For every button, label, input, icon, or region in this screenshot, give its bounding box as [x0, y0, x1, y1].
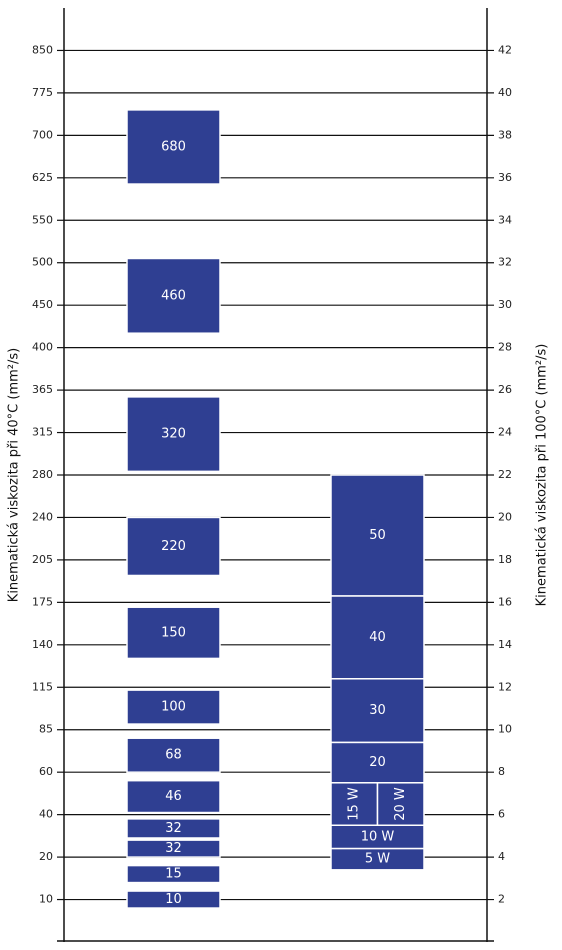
right-axis-title: Kinematická viskozita při 100°C (mm²/s)	[535, 344, 550, 607]
box-label: 68	[165, 748, 182, 763]
y2-tick-label: 14	[498, 638, 512, 651]
box-label: 46	[165, 789, 182, 804]
y2-tick-label: 2	[498, 893, 505, 906]
y-tick-label: 500	[32, 256, 53, 269]
y2-tick-label: 10	[498, 723, 512, 736]
y2-tick-label: 42	[498, 43, 512, 56]
y-tick-label: 40	[39, 808, 53, 821]
box-label: 15	[165, 867, 182, 882]
y-tick-label: 850	[32, 43, 53, 56]
box-label: 32	[165, 821, 182, 836]
y2-tick-label: 20	[498, 510, 512, 523]
y2-tick-label: 16	[498, 595, 512, 608]
box-label: 20	[369, 755, 386, 770]
y-tick-label: 240	[32, 510, 53, 523]
viscosity-box	[126, 864, 221, 884]
y-tick-label: 280	[32, 468, 53, 481]
viscosity-box	[126, 737, 221, 773]
viscosity-box	[330, 847, 425, 871]
y-tick-label: 315	[32, 426, 53, 439]
y-tick-label: 365	[32, 383, 53, 396]
viscosity-box	[126, 818, 221, 839]
box-label: 20 W	[393, 787, 408, 821]
box-label: 15 W	[347, 787, 362, 821]
box-label: 30	[369, 703, 386, 718]
y2-tick-label: 34	[498, 213, 512, 226]
viscosity-box	[126, 396, 221, 473]
viscosity-box	[126, 890, 221, 909]
y2-tick-label: 22	[498, 468, 512, 481]
box-label: 460	[161, 288, 186, 303]
y2-tick-label: 36	[498, 171, 512, 184]
y-tick-label: 205	[32, 553, 53, 566]
y-tick-label: 60	[39, 765, 53, 778]
box-label: 680	[161, 139, 186, 154]
box-label: 50	[369, 528, 386, 543]
y-tick-label: 140	[32, 638, 53, 651]
box-label: 150	[161, 625, 186, 640]
y2-tick-label: 18	[498, 553, 512, 566]
box-label: 10 W	[361, 829, 395, 844]
viscosity-box	[376, 782, 425, 827]
y2-tick-label: 6	[498, 808, 505, 821]
y-tick-label: 175	[32, 595, 53, 608]
y-tick-label: 10	[39, 893, 53, 906]
y2-tick-label: 4	[498, 850, 505, 863]
viscosity-box	[330, 782, 379, 827]
viscosity-box	[126, 257, 221, 334]
y2-tick-label: 28	[498, 341, 512, 354]
y2-tick-label: 38	[498, 128, 512, 141]
viscosity-box	[126, 689, 221, 725]
viscosity-box	[126, 109, 221, 185]
box-label: 10	[165, 892, 182, 907]
box-label: 100	[161, 700, 186, 715]
viscosity-box	[330, 595, 425, 680]
box-label: 320	[161, 427, 186, 442]
box-label: 40	[369, 630, 386, 645]
y2-tick-label: 8	[498, 765, 505, 778]
y-tick-label: 450	[32, 298, 53, 311]
y-tick-label: 775	[32, 86, 53, 99]
y-tick-label: 115	[32, 680, 53, 693]
viscosity-box	[126, 606, 221, 660]
viscosity-box	[126, 779, 221, 814]
y2-tick-label: 40	[498, 86, 512, 99]
y2-tick-label: 26	[498, 383, 512, 396]
y2-tick-label: 32	[498, 256, 512, 269]
viscosity-box	[126, 516, 221, 577]
y-tick-label: 700	[32, 128, 53, 141]
viscosity-box	[126, 839, 221, 858]
box-label: 32	[165, 841, 182, 856]
viscosity-box	[330, 474, 425, 597]
y-tick-label: 550	[32, 213, 53, 226]
box-label: 220	[161, 539, 186, 554]
box-label: 5 W	[365, 852, 390, 867]
y-tick-label: 20	[39, 850, 53, 863]
y-tick-label: 85	[39, 723, 53, 736]
y-tick-label: 625	[32, 171, 53, 184]
left-axis-title: Kinematická viskozita při 40°C (mm²/s)	[7, 348, 22, 602]
y-tick-label: 400	[32, 341, 53, 354]
y2-tick-label: 24	[498, 426, 512, 439]
y2-tick-label: 12	[498, 680, 512, 693]
y2-tick-label: 30	[498, 298, 512, 311]
